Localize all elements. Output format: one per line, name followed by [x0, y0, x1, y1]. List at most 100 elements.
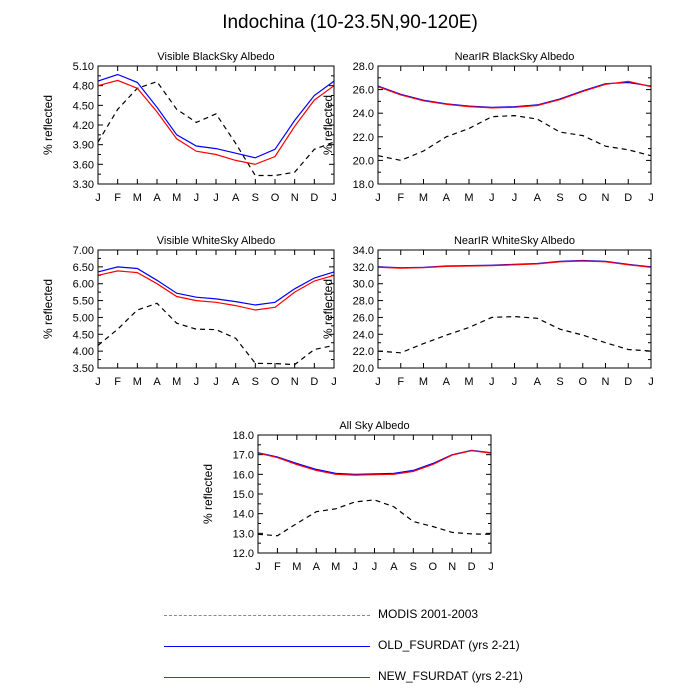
x-tick-label: A [443, 192, 451, 204]
y-tick-label: 15.0 [233, 489, 254, 501]
x-tick-label: D [624, 192, 632, 204]
y-tick-label: 30.0 [353, 279, 374, 291]
x-tick-label: M [133, 376, 142, 388]
x-tick-label: D [310, 376, 318, 388]
x-tick-label: J [213, 376, 219, 388]
y-tick-label: 5.50 [73, 296, 94, 308]
y-tick-label: 34.0 [353, 245, 374, 257]
panel-title: NearIR WhiteSky Albedo [454, 235, 575, 247]
x-tick-label: N [602, 192, 610, 204]
y-tick-label: 26.0 [353, 312, 374, 324]
x-tick-label: J [194, 192, 200, 204]
y-axis-label: % reflected [41, 279, 55, 339]
y-axis-label: % reflected [201, 464, 215, 524]
y-axis-label: % reflected [321, 279, 335, 339]
y-axis-label: % reflected [321, 95, 335, 155]
x-tick-label: J [489, 192, 495, 204]
panel-title: NearIR BlackSky Albedo [455, 51, 575, 63]
x-tick-label: J [648, 376, 654, 388]
x-tick-label: N [448, 561, 456, 573]
series-line-old-fsurdat [377, 259, 652, 269]
x-tick-label: M [133, 192, 142, 204]
series-line-modis [377, 315, 652, 354]
series-line-modis [377, 114, 652, 162]
y-tick-label: 20.0 [353, 155, 374, 167]
panel-visible-whitesky-albedo: Visible WhiteSky Albedo % reflected 3.50 4.… [41, 235, 337, 388]
y-tick-label: 6.00 [73, 279, 94, 291]
y-tick-label: 32.0 [353, 262, 374, 274]
y-tick-label: 22.0 [353, 132, 374, 144]
series-line-new-fsurdat [97, 79, 335, 165]
y-tick-label: 3.30 [73, 179, 94, 191]
legend-swatch-modis [164, 615, 370, 616]
y-tick-label: 7.00 [73, 245, 94, 257]
series-line-new-fsurdat [377, 260, 652, 269]
legend-swatch-new-fsurdat [164, 677, 370, 678]
y-tick-label: 24.0 [353, 108, 374, 120]
legend: MODIS 2001-2003 OLD_FSURDAT (yrs 2-21) N… [164, 606, 564, 699]
x-tick-label: M [172, 192, 181, 204]
legend-label-modis: MODIS 2001-2003 [378, 607, 479, 621]
plot-frame [97, 65, 335, 185]
plot-frame [257, 434, 492, 554]
x-tick-label: O [578, 192, 587, 204]
x-tick-label: A [153, 192, 161, 204]
x-tick-label: D [468, 561, 476, 573]
x-tick-label: J [352, 561, 358, 573]
panel-title: Visible WhiteSky Albedo [157, 235, 275, 247]
y-tick-label: 20.0 [353, 363, 374, 375]
y-tick-label: 4.00 [73, 346, 94, 358]
x-tick-label: S [556, 192, 563, 204]
y-tick-label: 4.50 [73, 329, 94, 341]
x-tick-label: J [255, 561, 261, 573]
x-tick-label: M [464, 192, 473, 204]
y-tick-label: 26.0 [353, 85, 374, 97]
y-tick-label: 28.0 [353, 296, 374, 308]
legend-label-new-fsurdat: NEW_FSURDAT (yrs 2-21) [378, 669, 523, 683]
series-line-new-fsurdat [97, 270, 335, 311]
x-tick-label: S [556, 376, 563, 388]
y-tick-label: 13.0 [233, 528, 254, 540]
y-tick-label: 18.0 [353, 179, 374, 191]
x-tick-label: J [375, 192, 381, 204]
x-tick-label: A [232, 376, 240, 388]
x-tick-label: N [602, 376, 610, 388]
x-tick-label: F [114, 376, 121, 388]
series-line-old-fsurdat [377, 81, 652, 108]
x-tick-label: F [114, 192, 121, 204]
y-tick-label: 4.50 [73, 100, 94, 112]
panel-title: All Sky Albedo [339, 420, 409, 432]
x-tick-label: M [331, 561, 340, 573]
legend-item-modis: MODIS 2001-2003 [164, 606, 564, 637]
series-line-modis [97, 302, 335, 366]
y-tick-label: 14.0 [233, 509, 254, 521]
panel-nearir-whitesky-albedo: NearIR WhiteSky Albedo % reflected 20.0 22.… [321, 235, 654, 388]
y-tick-label: 6.50 [73, 262, 94, 274]
y-tick-label: 5.00 [73, 312, 94, 324]
x-tick-label: F [397, 192, 404, 204]
x-tick-label: J [95, 192, 101, 204]
x-tick-label: J [512, 192, 518, 204]
y-tick-label: 5.10 [73, 61, 94, 73]
panel-title: Visible BlackSky Albedo [157, 51, 274, 63]
x-tick-label: A [534, 376, 542, 388]
plot-frame [377, 249, 652, 369]
x-tick-label: A [232, 192, 240, 204]
legend-item-old-fsurdat: OLD_FSURDAT (yrs 2-21) [164, 637, 564, 668]
panel-visible-blacksky-albedo: Visible BlackSky Albedo % reflected 3.30 3.… [41, 51, 337, 204]
x-tick-label: N [291, 376, 299, 388]
series-line-modis [257, 499, 492, 537]
y-tick-label: 18.0 [233, 430, 254, 442]
x-tick-label: M [172, 376, 181, 388]
x-tick-label: N [291, 192, 299, 204]
x-tick-label: A [534, 192, 542, 204]
x-tick-label: D [624, 376, 632, 388]
x-tick-label: J [331, 376, 337, 388]
figure-title: Indochina (10-23.5N,90-120E) [222, 12, 478, 33]
x-tick-label: J [194, 376, 200, 388]
series-line-new-fsurdat [257, 450, 492, 476]
plot-frame [97, 249, 335, 369]
x-tick-label: J [95, 376, 101, 388]
series-line-old-fsurdat [97, 266, 335, 306]
x-tick-label: S [410, 561, 417, 573]
